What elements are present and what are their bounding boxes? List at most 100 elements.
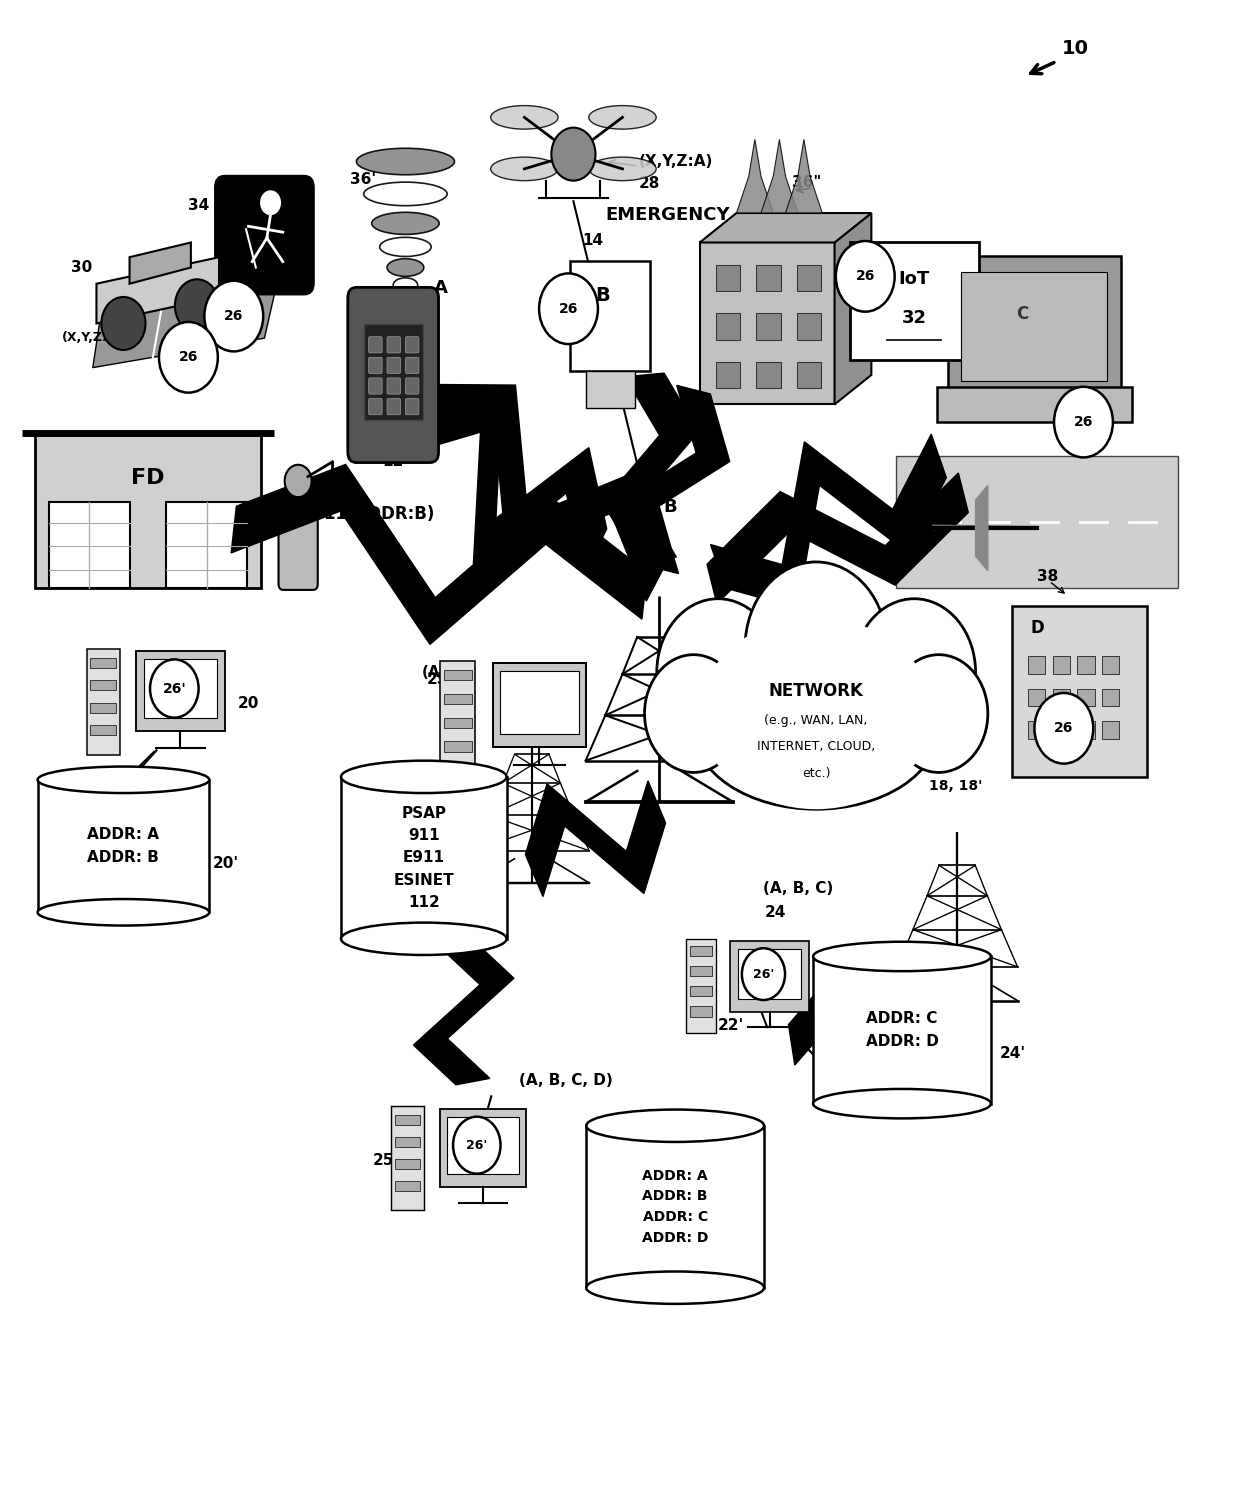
Text: 26': 26' [466,1138,487,1152]
Text: 36": 36" [791,174,821,190]
FancyBboxPatch shape [895,456,1178,588]
FancyBboxPatch shape [279,490,317,590]
Text: PSAP
911
E911
ESINET
112: PSAP 911 E911 ESINET 112 [393,805,454,909]
FancyBboxPatch shape [368,377,382,394]
FancyBboxPatch shape [394,1114,420,1125]
Text: ADDR: A
ADDR: B: ADDR: A ADDR: B [88,828,160,865]
Text: A: A [570,526,585,544]
Text: (X,Y,Z:A): (X,Y,Z:A) [639,155,713,169]
Text: 26: 26 [559,302,578,315]
Circle shape [853,599,976,746]
Circle shape [285,465,311,498]
FancyBboxPatch shape [937,386,1132,422]
Circle shape [102,297,145,349]
Text: 12: 12 [383,455,404,470]
Ellipse shape [341,761,507,794]
Text: 20: 20 [237,695,259,710]
Circle shape [159,322,218,392]
Polygon shape [789,969,960,1083]
FancyBboxPatch shape [699,242,835,404]
Ellipse shape [37,767,210,794]
FancyBboxPatch shape [587,1126,764,1288]
Circle shape [175,279,219,333]
FancyBboxPatch shape [387,337,401,352]
Text: 36': 36' [350,171,377,187]
Ellipse shape [491,106,558,129]
Text: 18, 18': 18, 18' [929,779,982,794]
FancyBboxPatch shape [91,703,117,713]
Text: (A, B, C): (A, B, C) [764,881,833,896]
FancyBboxPatch shape [91,658,117,667]
Text: E911(ADDR:B): E911(ADDR:B) [301,505,434,523]
FancyBboxPatch shape [387,398,401,415]
FancyBboxPatch shape [444,694,471,704]
FancyBboxPatch shape [796,265,821,291]
Circle shape [150,660,198,718]
FancyBboxPatch shape [1053,657,1070,673]
Text: 30: 30 [71,260,92,275]
FancyBboxPatch shape [347,287,439,462]
Polygon shape [526,780,666,896]
FancyBboxPatch shape [87,649,120,755]
Ellipse shape [813,1089,991,1119]
Ellipse shape [379,238,432,257]
Ellipse shape [589,106,656,129]
Ellipse shape [813,942,991,972]
Text: (X,Y,Z:A): (X,Y,Z:A) [62,331,124,345]
FancyBboxPatch shape [1078,657,1095,673]
Polygon shape [737,140,774,212]
FancyBboxPatch shape [686,939,715,1033]
Circle shape [205,281,263,351]
FancyBboxPatch shape [570,262,650,372]
Text: 22: 22 [624,1250,645,1265]
Text: NETWORK: NETWORK [769,682,863,700]
FancyBboxPatch shape [1102,657,1118,673]
Circle shape [453,1116,501,1174]
FancyBboxPatch shape [738,950,801,999]
FancyBboxPatch shape [448,1116,518,1174]
Text: 32: 32 [901,309,926,327]
FancyBboxPatch shape [715,265,740,291]
FancyBboxPatch shape [91,725,117,736]
Ellipse shape [393,278,418,293]
Polygon shape [785,140,822,212]
Text: EMERGENCY: EMERGENCY [605,207,730,224]
Polygon shape [93,257,283,367]
Polygon shape [413,385,667,600]
Text: 24: 24 [765,905,786,920]
Polygon shape [699,212,872,242]
Text: 14: 14 [582,233,603,248]
Circle shape [836,241,894,312]
FancyBboxPatch shape [1078,688,1095,706]
Circle shape [657,599,780,746]
Polygon shape [603,373,698,560]
Ellipse shape [387,259,424,276]
FancyBboxPatch shape [444,742,471,752]
Text: B: B [663,498,677,516]
FancyBboxPatch shape [37,780,210,912]
FancyBboxPatch shape [689,987,712,997]
Text: ADDR: A
ADDR: B
ADDR: C
ADDR: D: ADDR: A ADDR: B ADDR: C ADDR: D [642,1169,708,1245]
FancyBboxPatch shape [585,372,635,409]
Text: (A,B): (A,B) [422,664,464,679]
FancyBboxPatch shape [368,357,382,373]
Ellipse shape [587,1110,764,1141]
Text: 20': 20' [213,856,239,871]
FancyBboxPatch shape [136,651,224,731]
Text: D: D [1030,618,1044,636]
FancyBboxPatch shape [368,398,382,415]
Text: 26: 26 [1074,415,1094,429]
Ellipse shape [491,158,558,181]
FancyBboxPatch shape [715,314,740,340]
FancyBboxPatch shape [756,265,781,291]
Polygon shape [976,486,988,528]
FancyBboxPatch shape [715,361,740,388]
Polygon shape [413,386,606,575]
Text: (e.g., WAN, LAN,: (e.g., WAN, LAN, [765,713,868,727]
Polygon shape [711,434,946,608]
Circle shape [1054,386,1112,458]
FancyBboxPatch shape [1053,721,1070,739]
FancyBboxPatch shape [405,357,419,373]
Circle shape [552,128,595,181]
FancyBboxPatch shape [500,670,579,734]
